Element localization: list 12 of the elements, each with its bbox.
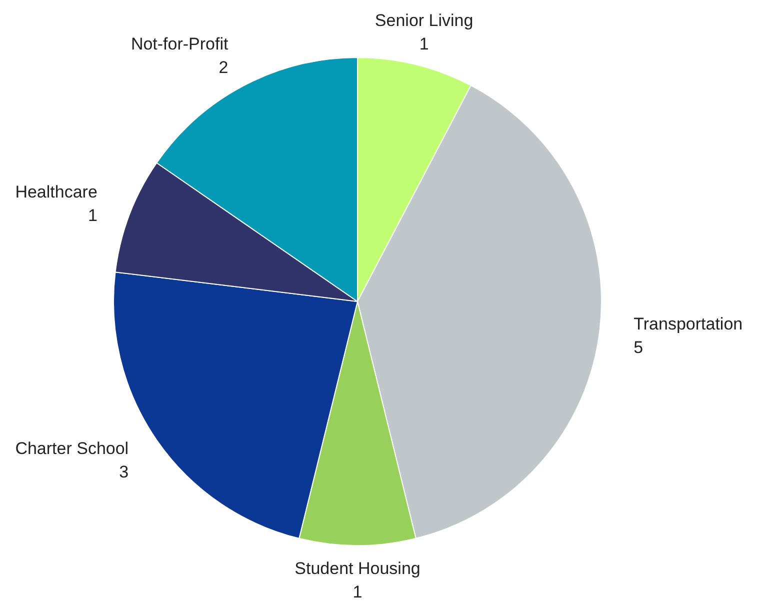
data-label: 3 [119,462,129,482]
data-label: 1 [88,206,98,225]
data-label: 5 [634,338,644,358]
slice-label: Senior Living [374,10,474,30]
data-label: 2 [218,58,228,78]
slice-label: Student Housing [294,559,420,578]
slice-label: Transportation [634,314,743,334]
slice-label: Not-for-Profit [130,34,229,54]
data-label: 1 [419,34,429,54]
data-label: 1 [352,582,362,602]
slice-label: Healthcare [15,182,98,202]
slice-label: Charter School [15,439,129,458]
